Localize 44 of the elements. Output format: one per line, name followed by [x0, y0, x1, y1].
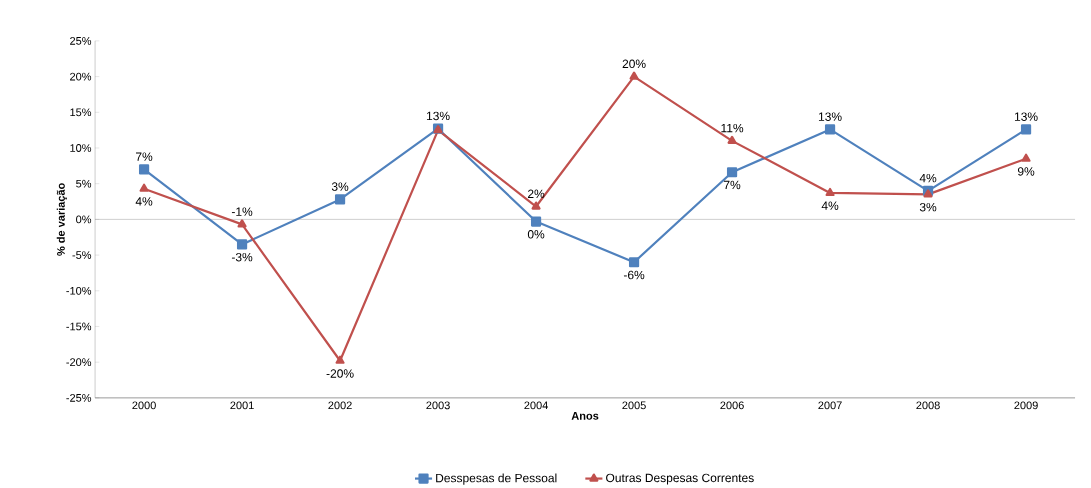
- x-axis-title: Anos: [571, 412, 599, 420]
- legend-label: Outras Despesas Correntes: [606, 473, 754, 485]
- data-label: 20%: [622, 59, 646, 69]
- y-tick-label: -5%: [72, 251, 92, 260]
- x-tick-label: 2009: [1014, 401, 1038, 410]
- data-label: 4%: [919, 174, 937, 183]
- y-tick-label: 25%: [70, 37, 92, 45]
- data-label: 3%: [331, 182, 349, 192]
- data-label: 13%: [426, 111, 450, 121]
- x-tick-label: 2006: [720, 401, 744, 410]
- data-label: -20%: [326, 369, 354, 378]
- x-tick-label: 2000: [132, 401, 156, 410]
- x-tick-label: 2007: [818, 401, 842, 410]
- y-tick-label: 15%: [70, 108, 92, 117]
- x-tick-label: 2002: [328, 401, 352, 410]
- data-label: 11%: [721, 124, 744, 133]
- data-label: 0%: [527, 230, 545, 239]
- data-label: 7%: [136, 152, 153, 162]
- x-tick-label: 2003: [426, 401, 450, 410]
- y-tick-label: 5%: [76, 179, 92, 188]
- data-label: 4%: [821, 201, 839, 211]
- x-tick-label: 2008: [916, 401, 940, 410]
- y-tick-label: 20%: [70, 72, 92, 81]
- y-tick-label: -20%: [66, 358, 92, 367]
- x-tick-label: 2004: [524, 401, 548, 410]
- y-axis-title: % de variação: [56, 183, 67, 256]
- data-label: 13%: [1014, 112, 1038, 122]
- data-label: 2%: [527, 189, 545, 199]
- data-label: 4%: [135, 197, 153, 206]
- data-label: 7%: [724, 180, 741, 190]
- y-tick-label: 10%: [70, 144, 92, 153]
- x-tick-label: 2001: [230, 401, 254, 410]
- data-label: 13%: [818, 112, 842, 122]
- x-tick-label: 2005: [622, 401, 646, 410]
- data-label: 9%: [1017, 167, 1035, 176]
- y-tick-label: -15%: [66, 322, 92, 331]
- data-label: -6%: [623, 270, 645, 280]
- y-tick-label: 0%: [76, 215, 92, 224]
- data-label: -1%: [231, 207, 253, 216]
- data-label: -3%: [231, 253, 253, 262]
- data-label: 3%: [919, 203, 937, 212]
- y-tick-label: -25%: [66, 394, 92, 402]
- legend-label: Desspesas de Pessoal: [436, 473, 557, 485]
- y-tick-label: -10%: [66, 287, 92, 295]
